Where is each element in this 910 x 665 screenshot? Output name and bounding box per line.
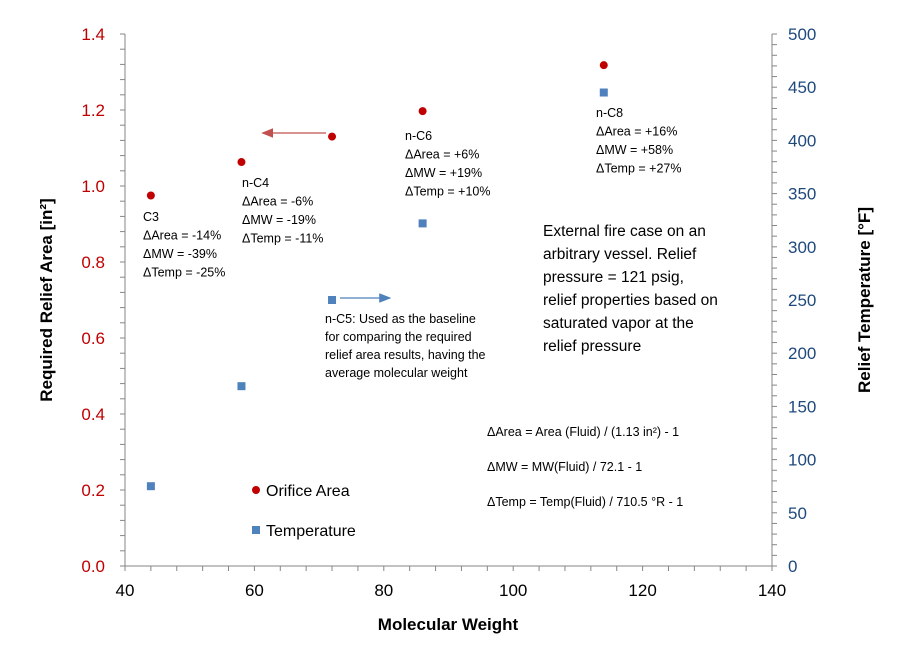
y-tick-label: 0.8 (81, 253, 105, 272)
x-tick-label: 40 (116, 581, 135, 600)
case-note: relief pressure (543, 338, 641, 355)
case-note: relief properties based on (543, 292, 718, 309)
axes: 40 60 80 100 120 140 0.0 0.2 0.4 0.6 0.8 1.0 1.2 1.4 0… (81, 25, 816, 600)
n-c8-annotation: ΔArea = +16% (596, 125, 677, 139)
y2-tick-label: 100 (788, 451, 816, 470)
y-tick-label: 1.2 (81, 101, 105, 120)
y2-tick-label: 450 (788, 78, 816, 97)
temperature-point (237, 382, 246, 391)
y2-axis-label: Relief Temperature [°F] (855, 207, 874, 393)
c3-annotation: ΔMW = -39% (143, 247, 217, 261)
temperature-point (418, 219, 427, 228)
n-c6-annotation: ΔArea = +6% (405, 148, 479, 162)
y2-tick-label: 250 (788, 291, 816, 310)
data-marks (146, 61, 608, 491)
case-note: arbitrary vessel. Relief (543, 246, 697, 263)
y-tick-label: 1.0 (81, 177, 105, 196)
n-c5-annotation: average molecular weight (325, 366, 468, 380)
y2-tick-label: 200 (788, 344, 816, 363)
legend-area-label: Orifice Area (266, 483, 350, 500)
n-c8-annotation: ΔMW = +58% (596, 143, 673, 157)
x-tick-label: 140 (758, 581, 786, 600)
temperature-point (328, 296, 337, 304)
area-point (237, 158, 246, 167)
y2-tick-label: 500 (788, 25, 816, 44)
legend-temp-marker (252, 526, 260, 534)
n-c4-annotation: ΔArea = -6% (242, 195, 313, 209)
case-note: saturated vapor at the (543, 315, 694, 332)
formula: ΔArea = Area (Fluid) / (1.13 in²) - 1 (487, 425, 679, 439)
case-note: pressure = 121 psig, (543, 269, 684, 286)
c3-annotation: ΔTemp = -25% (143, 266, 225, 280)
legend-area-marker (252, 486, 260, 494)
legend-temp-label: Temperature (266, 523, 356, 540)
y2-tick-label: 400 (788, 131, 816, 150)
y-axis-label: Required Relief Area [in²] (37, 198, 56, 401)
x-tick-label: 60 (245, 581, 264, 600)
x-axis-label: Molecular Weight (378, 615, 519, 634)
temperature-point (146, 482, 155, 491)
y-tick-label: 0.6 (81, 329, 105, 348)
temperature-point (599, 88, 608, 97)
n-c6-annotation: n-C6 (405, 129, 432, 143)
y-tick-label: 0.2 (81, 481, 105, 500)
area-point (418, 107, 427, 116)
y-tick-label: 0.0 (81, 557, 105, 576)
y2-tick-label: 150 (788, 397, 816, 416)
n-c5-annotation: relief area results, having the (325, 348, 486, 362)
y2-tick-label: 50 (788, 504, 807, 523)
area-point (599, 61, 608, 70)
case-note: External fire case on an (543, 223, 706, 240)
n-c4-annotation: ΔTemp = -11% (242, 232, 323, 246)
y2-tick-label: 300 (788, 238, 816, 257)
n-c8-annotation: n-C8 (596, 106, 623, 120)
y2-tick-label: 0 (788, 557, 797, 576)
n-c5-annotation: for comparing the required (325, 330, 472, 344)
x-tick-label: 120 (628, 581, 656, 600)
formula: ΔMW = MW(Fluid) / 72.1 - 1 (487, 460, 642, 474)
y-tick-label: 0.4 (81, 405, 105, 424)
x-tick-label: 80 (374, 581, 393, 600)
c3-annotation: C3 (143, 210, 159, 224)
n-c6-annotation: ΔMW = +19% (405, 166, 482, 180)
n-c5-annotation: n-C5: Used as the baseline (325, 312, 476, 326)
y2-tick-label: 350 (788, 185, 816, 204)
x-tick-label: 100 (499, 581, 527, 600)
n-c4-annotation: ΔMW = -19% (242, 213, 316, 227)
formula: ΔTemp = Temp(Fluid) / 710.5 °R - 1 (487, 495, 683, 509)
n-c6-annotation: ΔTemp = +10% (405, 185, 490, 199)
c3-annotation: ΔArea = -14% (143, 229, 221, 243)
annotations: C3 ΔArea = -14% ΔMW = -39% ΔTemp = -25% n-C4… (143, 106, 718, 540)
area-point (328, 132, 337, 141)
area-point (146, 191, 155, 200)
n-c8-annotation: ΔTemp = +27% (596, 162, 681, 176)
n-c4-annotation: n-C4 (242, 176, 269, 190)
y-tick-label: 1.4 (81, 25, 105, 44)
